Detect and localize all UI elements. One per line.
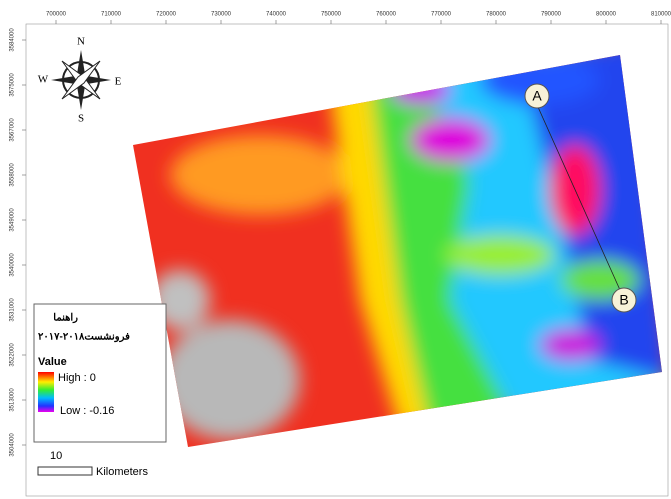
scale-unit: Kilometers [96, 466, 148, 478]
map-figure: A B N S E W راهنما فرونشست۲۰۱۸-۲۰۱۷ Valu… [0, 0, 671, 499]
legend-ramp [38, 372, 54, 412]
x-tick-label: 770000 [431, 12, 452, 18]
legend-high: High : 0 [58, 372, 96, 384]
y-tick-label: 3584000 [10, 28, 16, 52]
y-tick-label: 3567000 [10, 118, 16, 142]
scale-distance: 10 [50, 450, 62, 462]
x-tick-label: 800000 [596, 12, 617, 18]
scale-segment [38, 467, 92, 475]
west-label: W [38, 74, 49, 86]
point-label: B [619, 292, 628, 308]
legend-low: Low : -0.16 [60, 405, 114, 417]
south-label: S [78, 113, 84, 125]
y-tick-label: 3540000 [10, 253, 16, 277]
legend-title: راهنما [53, 313, 78, 324]
x-tick-label: 810000 [651, 12, 671, 18]
east-label: E [115, 76, 122, 88]
x-tick-label: 790000 [541, 12, 562, 18]
x-tick-label: 710000 [101, 12, 122, 18]
legend-subtitle: فرونشست۲۰۱۸-۲۰۱۷ [38, 332, 130, 343]
y-tick-label: 3504000 [10, 433, 16, 457]
y-tick-label: 3558000 [10, 163, 16, 187]
y-tick-label: 3513000 [10, 388, 16, 412]
y-tick-label: 3531000 [10, 298, 16, 322]
x-tick-label: 750000 [321, 12, 342, 18]
x-tick-label: 720000 [156, 12, 177, 18]
y-tick-label: 3549000 [10, 208, 16, 232]
legend-field: Value [38, 356, 67, 368]
x-tick-label: 740000 [266, 12, 287, 18]
x-tick-label: 700000 [46, 12, 67, 18]
north-label: N [77, 36, 85, 48]
legend: راهنما فرونشست۲۰۱۸-۲۰۱۷ Value High : 0 L… [34, 304, 166, 442]
y-tick-label: 3522000 [10, 343, 16, 367]
x-tick-label: 760000 [376, 12, 397, 18]
x-tick-label: 780000 [486, 12, 507, 18]
x-tick-label: 730000 [211, 12, 232, 18]
y-tick-label: 3575000 [10, 73, 16, 97]
point-label: A [532, 88, 542, 104]
